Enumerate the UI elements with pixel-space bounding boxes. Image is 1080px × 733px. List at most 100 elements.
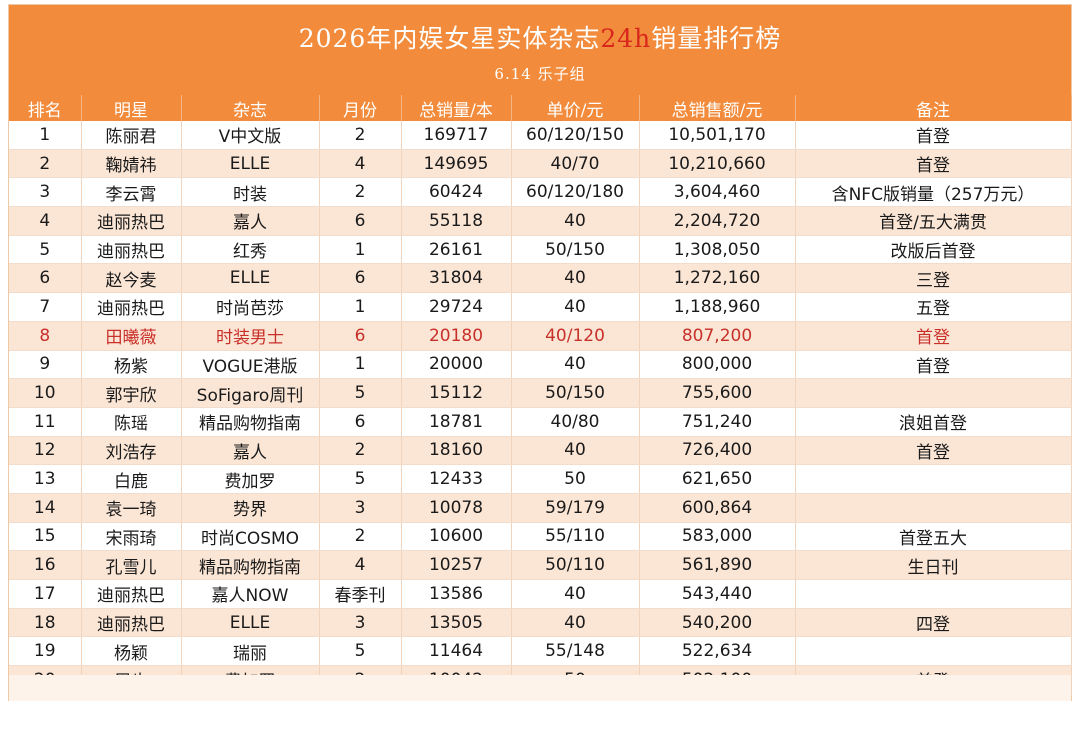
- revenue-cell: 807,200: [639, 321, 796, 351]
- star-cell: 杨紫: [81, 350, 182, 380]
- revenue-cell: 751,240: [639, 407, 796, 437]
- revenue-cell: 621,650: [639, 464, 796, 494]
- magazine-cell: 时装: [181, 177, 320, 208]
- revenue-cell: 600,864: [639, 493, 796, 523]
- note-cell: 首登: [795, 321, 1072, 351]
- star-cell: 迪丽热巴: [81, 579, 182, 609]
- price-cell: 50/150: [511, 235, 640, 265]
- magazine-cell: VOGUE港版: [181, 350, 320, 380]
- table-row: 15 宋雨琦 时尚COSMO 2 10600 55/110 583,000 首登五大: [9, 522, 1072, 552]
- table-row: 4 迪丽热巴 嘉人 6 55118 40 2,204,720 首登/五大满贯: [9, 206, 1072, 236]
- magazine-cell: 红秀: [181, 235, 320, 265]
- revenue-cell: 543,440: [639, 579, 796, 609]
- price-cell: 50/110: [511, 550, 640, 580]
- revenue-cell: 561,890: [639, 550, 796, 580]
- table-row: 17 迪丽热巴 嘉人NOW 春季刊 13586 40 543,440: [9, 579, 1072, 609]
- column-header: 总销量/本: [401, 95, 512, 121]
- star-cell: 迪丽热巴: [81, 292, 182, 322]
- note-cell: 首登: [795, 350, 1072, 380]
- sales-cell: 31804: [401, 263, 512, 294]
- rank-cell: 18: [9, 608, 82, 638]
- header-banner: 2026年内娱女星实体杂志24h销量排行榜 6.14 乐子组: [9, 5, 1071, 95]
- rank-cell: 2: [9, 149, 82, 179]
- price-cell: 55/148: [511, 636, 640, 667]
- star-cell: 迪丽热巴: [81, 206, 182, 236]
- rank-cell: 10: [9, 378, 82, 408]
- price-cell: 60/120/150: [511, 121, 640, 150]
- table-row: 2 鞠婧祎 ELLE 4 149695 40/70 10,210,660 首登: [9, 149, 1072, 179]
- sales-cell: 20000: [401, 350, 512, 380]
- rank-cell: 13: [9, 464, 82, 494]
- star-cell: 迪丽热巴: [81, 608, 182, 638]
- magazine-cell: ELLE: [181, 608, 320, 638]
- price-cell: 50: [511, 464, 640, 494]
- sales-cell: 149695: [401, 149, 512, 179]
- note-cell: [795, 493, 1072, 523]
- revenue-cell: 10,210,660: [639, 149, 796, 179]
- sales-cell: 18160: [401, 436, 512, 466]
- sales-cell: 10078: [401, 493, 512, 523]
- price-cell: 40: [511, 579, 640, 609]
- rank-cell: 12: [9, 436, 82, 466]
- column-header: 单价/元: [511, 95, 640, 121]
- table-row: 14 袁一琦 势界 3 10078 59/179 600,864: [9, 493, 1072, 523]
- note-cell: 生日刊: [795, 550, 1072, 580]
- table-row: 9 杨紫 VOGUE港版 1 20000 40 800,000 首登: [9, 350, 1072, 380]
- revenue-cell: 3,604,460: [639, 177, 796, 208]
- sales-cell: 29724: [401, 292, 512, 322]
- title-prefix: 2026年内娱女星实体杂志: [298, 24, 601, 53]
- note-cell: 首登: [795, 436, 1072, 466]
- revenue-cell: 726,400: [639, 436, 796, 466]
- month-cell: 6: [319, 407, 402, 437]
- column-header: 明星: [81, 95, 182, 121]
- magazine-cell: 时装男士: [181, 321, 320, 351]
- star-cell: 郭宇欣: [81, 378, 182, 408]
- month-cell: 2: [319, 522, 402, 552]
- star-cell: 白鹿: [81, 464, 182, 494]
- sales-cell: 169717: [401, 121, 512, 150]
- rank-cell: 9: [9, 350, 82, 380]
- month-cell: 1: [319, 292, 402, 322]
- revenue-cell: 755,600: [639, 378, 796, 408]
- rank-cell: 8: [9, 321, 82, 351]
- star-cell: 迪丽热巴: [81, 235, 182, 265]
- price-cell: 40: [511, 436, 640, 466]
- rank-cell: 16: [9, 550, 82, 580]
- sales-cell: 11464: [401, 636, 512, 667]
- sales-cell: 13505: [401, 608, 512, 638]
- table-row: 18 迪丽热巴 ELLE 3 13505 40 540,200 四登: [9, 608, 1072, 638]
- month-cell: 2: [319, 121, 402, 150]
- star-cell: 刘浩存: [81, 436, 182, 466]
- rank-cell: 19: [9, 636, 82, 667]
- price-cell: 60/120/180: [511, 177, 640, 208]
- magazine-cell: 费加罗: [181, 464, 320, 494]
- table-row: 5 迪丽热巴 红秀 1 26161 50/150 1,308,050 改版后首登: [9, 235, 1072, 265]
- price-cell: 40/70: [511, 149, 640, 179]
- rank-cell: 4: [9, 206, 82, 236]
- price-cell: 40: [511, 263, 640, 294]
- month-cell: 3: [319, 608, 402, 638]
- price-cell: 55/110: [511, 522, 640, 552]
- rank-cell: 14: [9, 493, 82, 523]
- table-row: 6 赵今麦 ELLE 6 31804 40 1,272,160 三登: [9, 263, 1072, 294]
- sales-cell: 18781: [401, 407, 512, 437]
- table-row: 1 陈丽君 V中文版 2 169717 60/120/150 10,501,170 首登: [9, 121, 1072, 150]
- sales-cell: 60424: [401, 177, 512, 208]
- revenue-cell: 1,272,160: [639, 263, 796, 294]
- note-cell: 含NFC版销量（257万元）: [795, 177, 1072, 208]
- magazine-cell: 嘉人: [181, 436, 320, 466]
- sales-cell: 13586: [401, 579, 512, 609]
- rank-cell: 11: [9, 407, 82, 437]
- month-cell: 5: [319, 378, 402, 408]
- ranking-sheet: 2026年内娱女星实体杂志24h销量排行榜 6.14 乐子组 排名 明星 杂志 月份总…: [8, 4, 1072, 701]
- table-row: 11 陈瑶 精品购物指南 6 18781 40/80 751,240 浪姐首登: [9, 407, 1072, 437]
- month-cell: 春季刊: [319, 579, 402, 609]
- price-cell: 40: [511, 292, 640, 322]
- rank-cell: 3: [9, 177, 82, 208]
- table-row: 10 郭宇欣 SoFigaro周刊 5 15112 50/150 755,600: [9, 378, 1072, 408]
- month-cell: 2: [319, 177, 402, 208]
- title-highlight: 24h: [600, 24, 652, 53]
- magazine-cell: SoFigaro周刊: [181, 378, 320, 408]
- month-cell: 3: [319, 493, 402, 523]
- magazine-cell: ELLE: [181, 263, 320, 294]
